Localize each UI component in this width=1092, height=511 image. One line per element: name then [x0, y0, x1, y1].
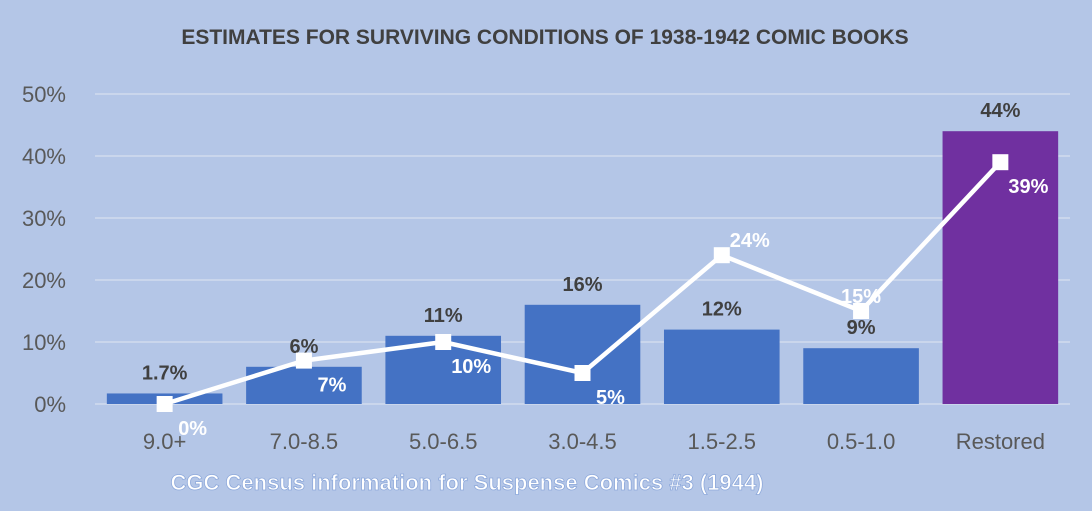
- y-tick-label: 50%: [22, 82, 66, 107]
- y-tick-label: 30%: [22, 206, 66, 231]
- x-tick-label: Restored: [956, 429, 1045, 454]
- bar-data-label: 12%: [702, 299, 742, 321]
- x-tick-label: 7.0-8.5: [270, 429, 339, 454]
- line-marker: [853, 303, 870, 319]
- line-data-label: 39%: [1008, 176, 1048, 198]
- line-marker: [992, 154, 1009, 171]
- x-tick-label: 0.5-1.0: [827, 429, 896, 454]
- line-marker: [295, 352, 312, 369]
- y-tick-label: 40%: [22, 144, 66, 169]
- x-axis: 9.0+ 7.0-8.5 5.0-6.5 3.0-4.5 1.5-2.5 0.5-1.0 R…: [143, 429, 1045, 454]
- x-tick-label: 3.0-4.5: [548, 429, 617, 454]
- chart-title: ESTIMATES FOR SURVIVING CONDITIONS OF 19…: [181, 26, 908, 49]
- line-data-label: 0%: [178, 418, 207, 440]
- x-tick-label: 5.0-6.5: [409, 429, 478, 454]
- y-tick-label: 20%: [22, 268, 66, 293]
- line-data-label: 10%: [451, 356, 491, 378]
- line-series: [156, 154, 1009, 412]
- line-marker: [574, 365, 591, 381]
- line-marker: [435, 334, 452, 350]
- bar-data-label: 6%: [289, 336, 318, 358]
- line-marker: [713, 247, 730, 264]
- x-axis-label: CGC Census information for Suspense Comi…: [171, 470, 764, 495]
- bar-data-label: 16%: [562, 274, 602, 296]
- y-tick-label: 0%: [34, 392, 66, 417]
- line-data-labels: 0% 7% 10% 5% 24% 15% 39%: [178, 176, 1048, 440]
- bar-series: [106, 131, 1059, 404]
- bar: [524, 304, 641, 404]
- bar-data-label: 44%: [980, 100, 1020, 122]
- y-tick-label: 10%: [22, 330, 66, 355]
- bar-data-label: 11%: [424, 305, 463, 327]
- bar: [803, 348, 919, 404]
- line-data-label: 24%: [730, 230, 770, 252]
- line-data-label: 15%: [841, 286, 881, 308]
- bar-data-labels: 1.7% 6% 11% 16% 12% 9% 44%: [142, 100, 1021, 384]
- y-axis: 0% 10% 20% 30% 40% 50%: [22, 82, 66, 417]
- line-data-label: 7%: [317, 375, 346, 397]
- bar-data-label: 9%: [847, 317, 876, 339]
- line-data-label: 5%: [596, 387, 625, 409]
- bar: [663, 329, 780, 404]
- x-tick-label: 1.5-2.5: [688, 429, 757, 454]
- line-marker: [156, 396, 173, 412]
- bar-data-label: 1.7%: [142, 362, 188, 384]
- bar: [942, 131, 1059, 404]
- x-tick-label: 9.0+: [143, 429, 186, 454]
